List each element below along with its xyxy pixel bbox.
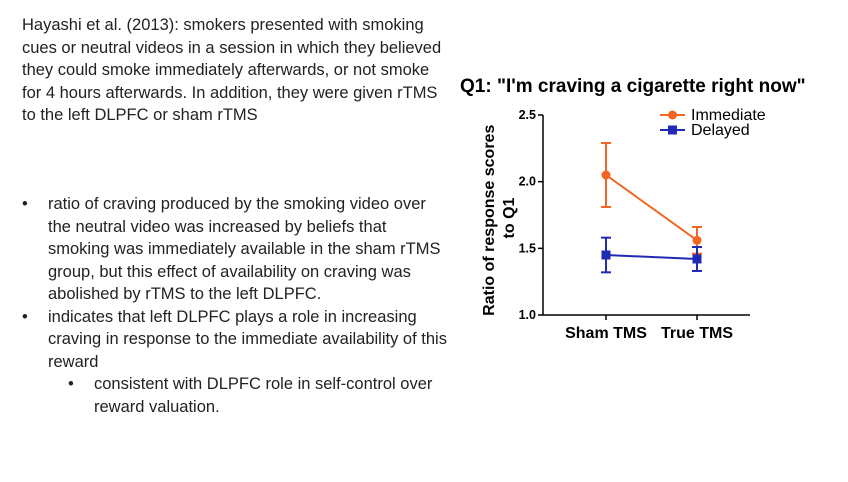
sub-bullet-item-self-control: consistent with DLPFC role in self-contr… (68, 373, 452, 418)
y-tick-label: 1.0 (519, 308, 536, 322)
legend-label: Delayed (691, 122, 750, 139)
intro-paragraph: Hayashi et al. (2013): smokers presented… (22, 16, 442, 124)
bullet-list: ratio of craving produced by the smoking… (22, 193, 452, 418)
data-point-immediate (601, 170, 611, 180)
bullet-text: ratio of craving produced by the smoking… (48, 195, 441, 303)
legend-marker (668, 125, 677, 135)
y-axis-label-line-1: Ratio of response scores (481, 125, 498, 316)
sub-bullet-list: consistent with DLPFC role in self-contr… (48, 373, 452, 418)
y-tick-label: 2.0 (519, 175, 536, 189)
y-axis-label-line-2: to Q1 (501, 197, 518, 238)
data-point-delayed (601, 250, 611, 260)
series-line-delayed (605, 254, 698, 260)
legend-label: Immediate (691, 107, 766, 124)
chart-title: Q1: "I'm craving a cigarette right now" (460, 76, 806, 97)
x-category-label: True TMS (661, 325, 733, 342)
data-point-delayed (692, 254, 702, 264)
chart-axes: 1.0 1.5 2.0 2.5 Sham TMS True TMS (519, 108, 750, 342)
bullet-text: indicates that left DLPFC plays a role i… (48, 307, 447, 371)
sub-bullet-text: consistent with DLPFC role in self-contr… (94, 375, 433, 416)
y-tick-label: 2.5 (519, 108, 536, 122)
y-tick-label: 1.5 (519, 241, 536, 255)
craving-chart: Q1: "I'm craving a cigarette right now" … (460, 76, 806, 342)
data-point-immediate (692, 235, 702, 245)
bullet-item-availability-effect: ratio of craving produced by the smoking… (22, 193, 452, 306)
x-category-label: Sham TMS (565, 325, 647, 342)
series-line-immediate (605, 174, 698, 242)
chart-marks (601, 142, 702, 274)
legend-marker (668, 110, 677, 120)
bullet-item-dlpfc-role: indicates that left DLPFC plays a role i… (22, 306, 452, 419)
y-axis-label: Ratio of response scores to Q1 (481, 120, 518, 316)
